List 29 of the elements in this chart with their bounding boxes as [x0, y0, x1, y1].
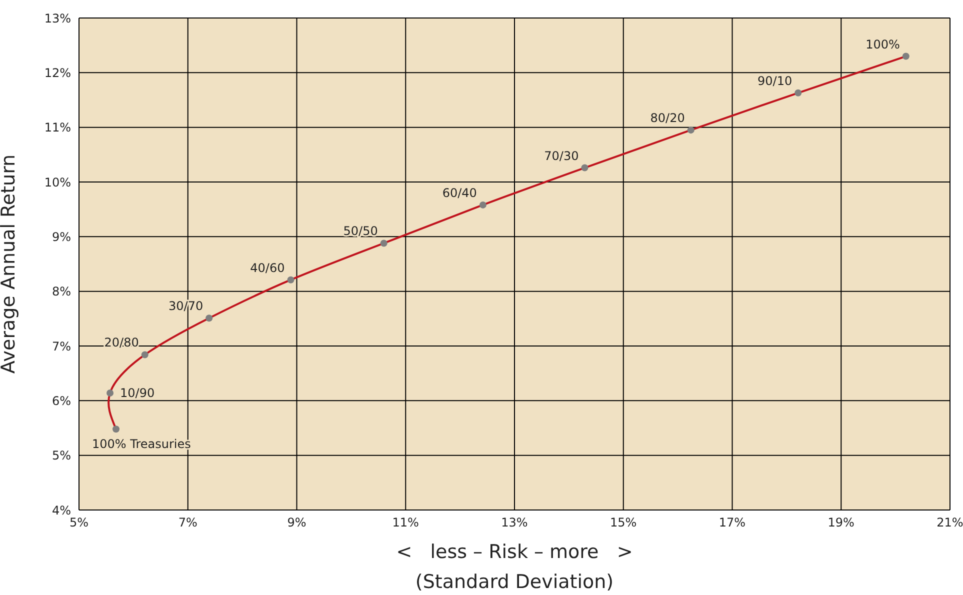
annotation: 10/90	[120, 386, 155, 400]
annotation: 70/30	[544, 148, 579, 163]
x-tick-label: 15%	[610, 516, 637, 530]
y-tick-label: 12%	[44, 66, 71, 80]
x-tick-label: 7%	[178, 516, 198, 530]
x-axis-title: < less – Risk – more > (Standard Deviation)	[396, 541, 633, 593]
y-axis-title: Average Annual Return	[0, 154, 20, 374]
x-tick-label: 9%	[287, 516, 306, 530]
annotation: 100%	[866, 37, 900, 52]
y-tick-label: 4%	[52, 503, 71, 518]
x-tick-label: 11%	[392, 516, 419, 530]
annotation: 40/60	[250, 260, 285, 275]
y-tick-label: 6%	[52, 394, 71, 408]
y-tick-label: 5%	[52, 448, 71, 463]
y-tick-label: 8%	[52, 284, 71, 299]
annotation: 60/40	[442, 186, 477, 200]
annotation: 50/50	[343, 224, 378, 238]
x-tick-label: 5%	[69, 516, 89, 530]
x-tick-label: 13%	[501, 516, 528, 530]
y-tick-label: 11%	[44, 120, 71, 135]
y-tick-label: 7%	[52, 339, 71, 354]
annotation: 80/20	[650, 111, 685, 126]
annotation: 90/10	[758, 74, 792, 88]
y-tick-label: 10%	[44, 175, 71, 190]
y-tick-label: 13%	[44, 11, 71, 26]
x-tick-label: 17%	[718, 516, 746, 530]
x-tick-label: 21%	[936, 516, 963, 530]
x-tick-label: 19%	[828, 516, 854, 530]
y-tick-label: 9%	[52, 230, 71, 244]
